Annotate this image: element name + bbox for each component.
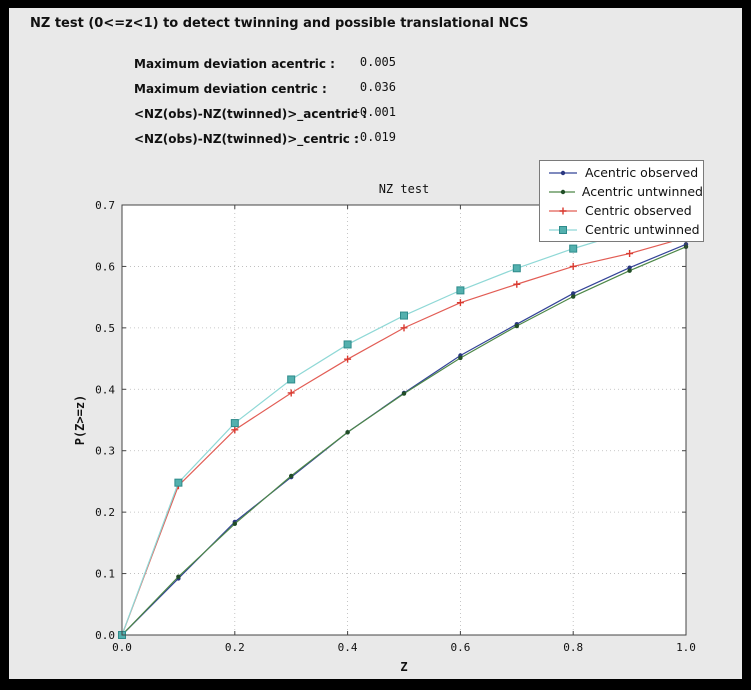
- marker-centric-untwinned: [569, 244, 578, 253]
- marker-acentric-untwinned: [627, 268, 632, 273]
- stat-value: 0.005: [359, 55, 396, 69]
- marker-acentric-untwinned: [401, 391, 407, 396]
- stat-value: -0.019: [352, 130, 396, 144]
- marker-centric-observed: [456, 299, 464, 307]
- y-tick-label: 0.1: [95, 568, 115, 581]
- x-tick-label: 0.8: [563, 641, 583, 654]
- legend-label: Centric untwinned: [585, 222, 700, 237]
- y-tick-label: 0.0: [95, 629, 115, 642]
- marker-acentric-observed: [571, 291, 576, 296]
- x-tick-label: 0.2: [225, 641, 245, 654]
- marker-centric-observed: [231, 426, 239, 434]
- stat-label: Maximum deviation centric :: [134, 82, 327, 96]
- axes-border: [121, 204, 687, 636]
- plot-area: [122, 205, 686, 635]
- marker-centric-observed: [559, 207, 567, 214]
- marker-centric-untwinned: [512, 264, 521, 273]
- legend-sample-acentric-observed: [549, 170, 577, 175]
- y-tick-label: 0.4: [95, 383, 115, 396]
- marker-centric-observed: [569, 262, 577, 270]
- stat-value: +0.001: [352, 105, 396, 119]
- stat-row: Maximum deviation centric : 0.036: [134, 75, 396, 100]
- legend-label: Acentric observed: [585, 165, 699, 180]
- stat-row: Maximum deviation acentric : 0.005: [134, 50, 396, 75]
- marker-acentric-untwinned: [176, 574, 181, 579]
- stats-block: Maximum deviation acentric : 0.005 Maxim…: [134, 50, 396, 150]
- legend-item-centric-untwinned: Centric untwinned: [540, 220, 703, 239]
- stat-value: 0.036: [359, 80, 396, 94]
- marker-centric-untwinned: [174, 478, 183, 487]
- y-tick-label: 0.5: [95, 322, 115, 335]
- y-tick-label: 0.7: [95, 199, 115, 212]
- marker-acentric-untwinned: [345, 430, 350, 435]
- x-axis-label: Z: [400, 660, 407, 674]
- marker-acentric-untwinned: [571, 294, 576, 299]
- legend-label: Acentric untwinned: [581, 184, 703, 199]
- y-axis-label: P(Z>=z): [73, 395, 87, 446]
- x-tick-label: 1.0: [676, 641, 696, 654]
- marker-centric-observed: [626, 250, 634, 258]
- plot-title: NZ test: [379, 182, 430, 196]
- marker-centric-untwinned: [456, 286, 465, 295]
- marker-centric-untwinned: [287, 375, 296, 384]
- marker-acentric-observed: [560, 170, 566, 175]
- marker-acentric-observed: [627, 265, 632, 270]
- x-tick-label: 0.0: [112, 641, 132, 654]
- marker-acentric-untwinned: [514, 323, 519, 329]
- marker-acentric-untwinned: [232, 521, 237, 527]
- marker-centric-observed: [287, 389, 295, 397]
- legend-item-acentric-observed: Acentric observed: [540, 163, 703, 182]
- x-tick-label: 0.6: [450, 641, 470, 654]
- stat-label: <NZ(obs)-NZ(twinned)>_acentric :: [134, 107, 367, 121]
- stat-label: <NZ(obs)-NZ(twinned)>_centric :: [134, 132, 359, 146]
- y-tick-label: 0.3: [95, 445, 115, 458]
- marker-centric-observed: [400, 324, 408, 332]
- legend-item-centric-observed: Centric observed: [540, 201, 703, 220]
- stat-row: <NZ(obs)-NZ(twinned)>_centric : -0.019: [134, 125, 396, 150]
- y-tick-label: 0.2: [95, 506, 115, 519]
- page-title: NZ test (0<=z<1) to detect twinning and …: [30, 16, 529, 31]
- marker-centric-untwinned: [343, 340, 352, 349]
- legend-sample-centric-untwinned: [549, 225, 577, 234]
- marker-centric-untwinned: [230, 419, 239, 428]
- marker-acentric-untwinned: [560, 189, 566, 194]
- marker-centric-untwinned: [400, 311, 408, 320]
- legend-label: Centric observed: [585, 203, 692, 218]
- legend-sample-acentric-untwinned: [549, 189, 575, 194]
- x-tick-label: 0.4: [338, 641, 358, 654]
- marker-centric-untwinned: [559, 225, 567, 234]
- marker-centric-observed: [344, 355, 352, 363]
- marker-centric-observed: [513, 280, 521, 288]
- marker-acentric-untwinned: [458, 355, 463, 361]
- legend-sample-centric-observed: [549, 207, 577, 214]
- stat-label: Maximum deviation acentric :: [134, 57, 335, 71]
- legend-item-acentric-untwinned: Acentric untwinned: [540, 182, 703, 201]
- nz-test-plot: 0.0 0.2 0.4 0.6 0.8 1.0 0.0 0.1 0.2 0.3 0.4 0.5 0.6 0…: [73, 182, 696, 674]
- marker-acentric-untwinned: [289, 473, 294, 479]
- y-tick-label: 0.6: [95, 260, 115, 273]
- stat-row: <NZ(obs)-NZ(twinned)>_acentric : +0.001: [134, 100, 396, 125]
- legend: Acentric observed Acentric untwinned Centr…: [539, 160, 704, 242]
